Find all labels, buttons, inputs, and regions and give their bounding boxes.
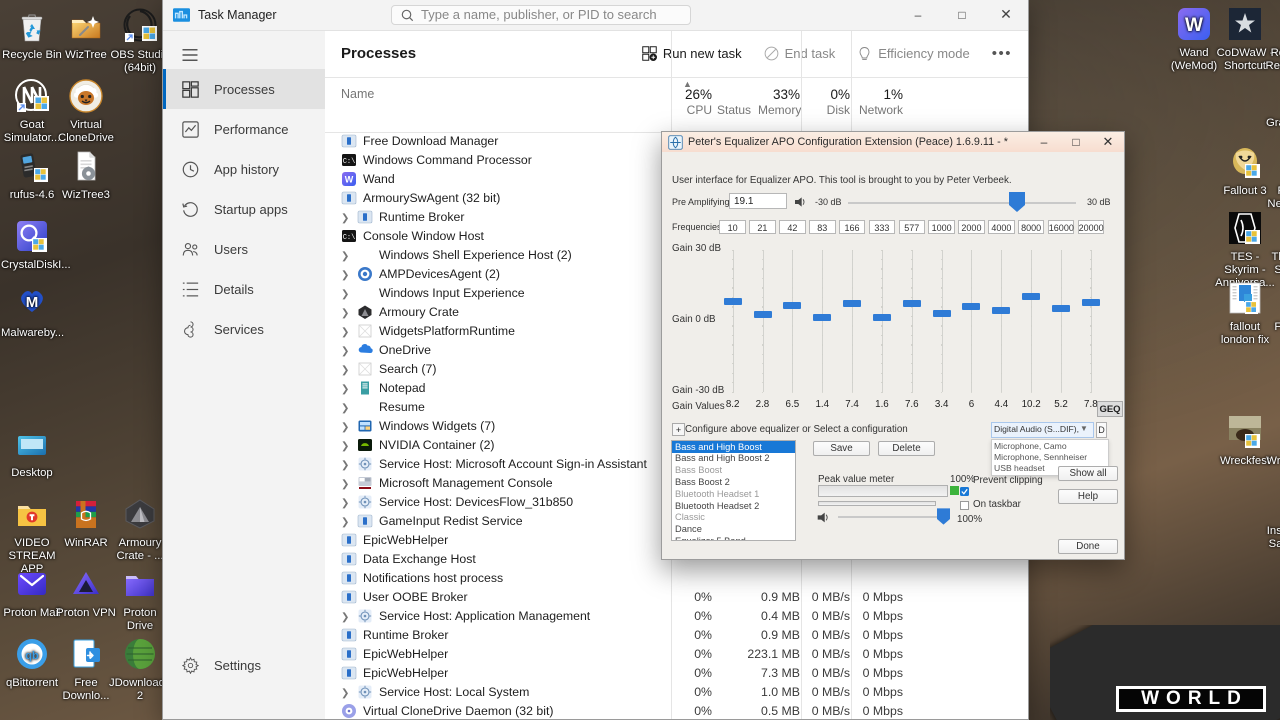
svg-text:W: W xyxy=(345,175,354,185)
svg-text:M: M xyxy=(26,294,39,311)
svg-text:qb: qb xyxy=(25,650,39,662)
svg-text:C:\: C:\ xyxy=(343,158,356,166)
svg-text:C:\: C:\ xyxy=(343,234,356,242)
svg-text:W: W xyxy=(1185,15,1203,36)
